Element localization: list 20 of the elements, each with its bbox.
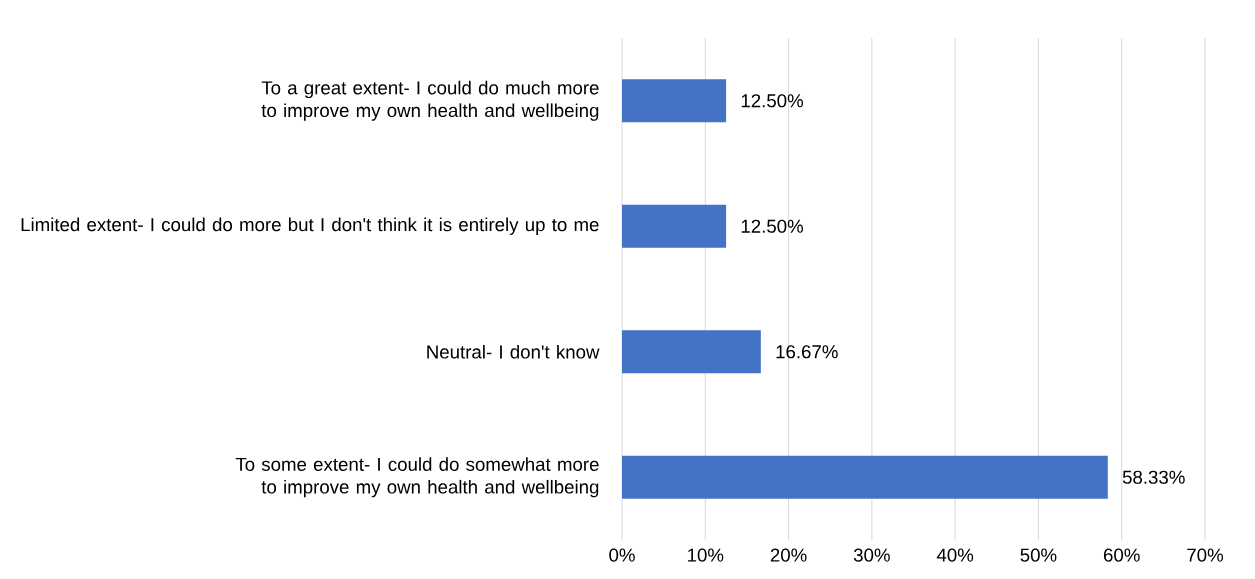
bar — [622, 79, 727, 123]
x-tick-label: 40% — [936, 548, 974, 562]
y-tick-label: Neutral- I don't know — [427, 344, 600, 359]
bar — [622, 455, 1108, 499]
data-label: 58.33% — [1122, 470, 1185, 484]
x-tick-label: 70% — [1187, 548, 1224, 562]
x-tick-label: 30% — [853, 548, 890, 562]
bar — [622, 204, 727, 248]
x-tick-label: 60% — [1103, 548, 1140, 562]
data-label: 12.50% — [741, 219, 804, 233]
x-tick-label: 20% — [770, 548, 807, 562]
data-label: 12.50% — [741, 94, 804, 108]
x-tick-label: 50% — [1020, 548, 1057, 562]
y-tick-label: To a great extent- I could do much more to improve my own health and wellbeing — [261, 80, 599, 121]
x-tick-label: 0% — [609, 548, 635, 562]
y-tick-label: To some extent- I could do somewhat more to improve my own health and wellbeing — [235, 457, 599, 498]
bar — [622, 330, 761, 374]
y-tick-label: Limited extent- I could do more but I don't think it is entirely up to me — [21, 217, 599, 235]
x-tick-label: 10% — [688, 548, 724, 562]
data-label: 16.67% — [776, 345, 838, 359]
